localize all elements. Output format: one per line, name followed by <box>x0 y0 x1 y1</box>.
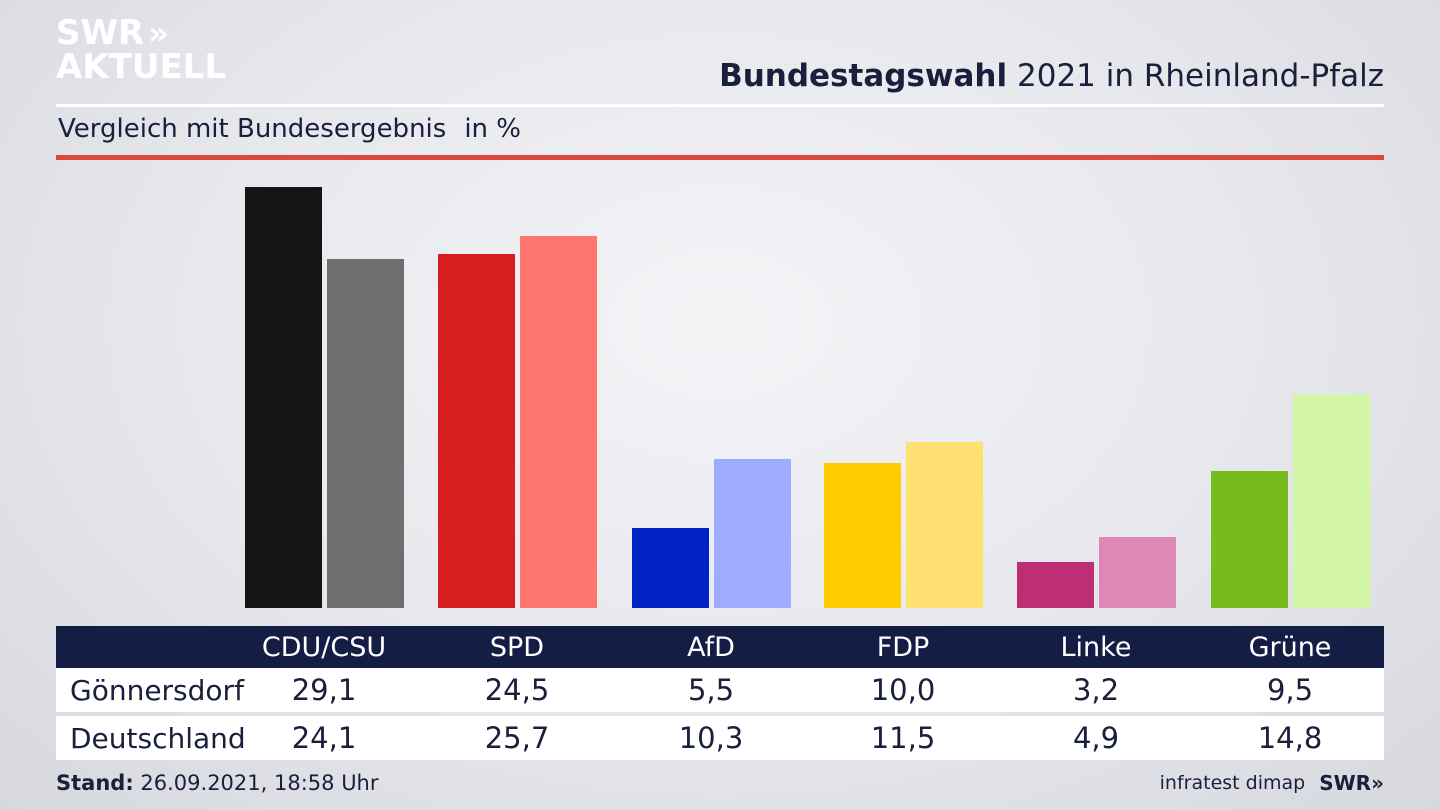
column-header: Linke <box>1060 631 1132 663</box>
value-label: 10,3 <box>678 721 744 755</box>
results-table: CDU/CSU SPD AfD FDP Linke Grüne Gönnersdorf 2… <box>56 626 1384 760</box>
subtitle-text: Vergleich mit Bundesergebnis <box>58 114 447 144</box>
stand-value: 26.09.2021, 18:58 Uhr <box>140 771 379 795</box>
value-label: 24,5 <box>484 673 550 707</box>
value-label: 25,7 <box>484 721 550 755</box>
logo-swr-text: SWR <box>56 13 145 53</box>
value-label: 5,5 <box>687 673 735 707</box>
table-row: Gönnersdorf 29,1 24,5 5,5 10,0 3,2 9,5 <box>56 668 1384 712</box>
title-bold: Bundestagswahl <box>719 58 1008 94</box>
page-title: Bundestagswahl 2021 in Rheinland-Pfalz <box>719 58 1384 94</box>
bar-linke-deutschland <box>1098 537 1176 608</box>
column-header: FDP <box>876 631 930 663</box>
bar-fdp-deutschland <box>905 441 983 608</box>
value-label: 11,5 <box>870 721 936 755</box>
subtitle-divider <box>56 155 1384 160</box>
swr-chevrons-icon: » <box>1371 771 1384 795</box>
title-rest: 2021 in Rheinland-Pfalz <box>1017 58 1384 94</box>
bar-linke-goennersdorf <box>1016 561 1094 608</box>
value-label: 10,0 <box>870 673 936 707</box>
row-label-goennersdorf: Gönnersdorf <box>70 673 244 707</box>
row-label-deutschland: Deutschland <box>70 721 246 755</box>
bar-spd-goennersdorf <box>437 253 515 608</box>
bar-fdp-goennersdorf <box>823 463 901 608</box>
bar-grne-deutschland <box>1292 393 1370 608</box>
logo-aktuell-text: AKTUELL <box>56 47 227 87</box>
bar-afd-goennersdorf <box>631 528 709 608</box>
value-label: 29,1 <box>291 673 357 707</box>
bar-afd-deutschland <box>713 458 791 608</box>
value-label: 4,9 <box>1072 721 1120 755</box>
timestamp: Stand: 26.09.2021, 18:58 Uhr <box>56 771 379 795</box>
source-text: infratest dimap <box>1159 772 1306 794</box>
bar-cducsu-deutschland <box>326 259 404 608</box>
header-divider <box>56 104 1384 107</box>
subtitle-unit: in % <box>464 114 521 144</box>
value-label: 14,8 <box>1257 721 1323 755</box>
chart-subtitle: Vergleich mit Bundesergebnis in % <box>58 114 521 144</box>
column-header: AfD <box>687 631 735 663</box>
column-header: Grüne <box>1248 631 1332 663</box>
bar-grne-goennersdorf <box>1210 470 1288 608</box>
value-label: 24,1 <box>291 721 357 755</box>
stand-label: Stand: <box>56 771 134 795</box>
swr-brand-text: SWR <box>1319 771 1372 795</box>
swr-aktuell-logo: SWR» AKTUELL <box>56 16 226 84</box>
value-label: 9,5 <box>1266 673 1314 707</box>
swr-brand: SWR» <box>1319 771 1384 795</box>
table-header-row: CDU/CSU SPD AfD FDP Linke Grüne <box>56 626 1384 668</box>
bar-cducsu-goennersdorf <box>244 187 322 608</box>
source-credit: infratest dimap SWR» <box>1160 771 1384 795</box>
bar-spd-deutschland <box>519 236 597 608</box>
column-header: CDU/CSU <box>261 631 387 663</box>
table-row: Deutschland 24,1 25,7 10,3 11,5 4,9 14,8 <box>56 716 1384 760</box>
value-label: 3,2 <box>1072 673 1120 707</box>
column-header: SPD <box>489 631 545 663</box>
